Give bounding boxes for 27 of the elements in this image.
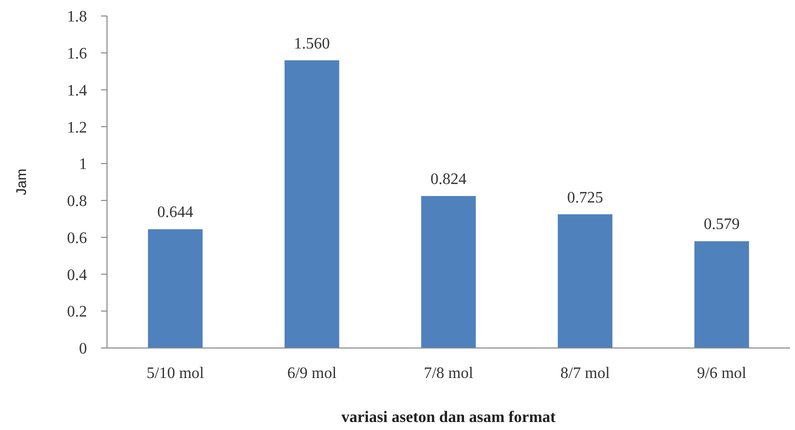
y-tick-label: 0.4	[67, 266, 87, 284]
x-tick-label: 6/9 mol	[287, 365, 338, 382]
x-tick-label: 7/8 mol	[424, 365, 474, 382]
data-label: 1.560	[294, 35, 330, 52]
bar	[558, 214, 612, 348]
y-tick-label: 1	[79, 156, 87, 174]
bar	[284, 60, 340, 348]
y-tick-label: 1.6	[67, 45, 87, 62]
bar	[148, 229, 203, 348]
data-label: 0.725	[567, 189, 604, 206]
y-tick-label: 1.4	[67, 82, 87, 100]
data-label: 0.644	[157, 204, 194, 222]
x-tick-label: 5/10 mol	[146, 365, 205, 382]
data-label: 0.824	[430, 171, 466, 188]
bar	[421, 196, 476, 348]
bar	[694, 241, 750, 348]
y-tick-label: 0.8	[67, 193, 87, 210]
y-tick-label: 1.8	[67, 8, 87, 26]
y-tick-label: 0.6	[67, 230, 87, 247]
x-tick-label: 9/6 mol	[697, 365, 747, 382]
y-tick-label: 0	[79, 340, 87, 358]
y-tick-label: 0.2	[67, 304, 87, 321]
x-tick-label: 8/7 mol	[560, 365, 610, 382]
y-tick-label: 1.2	[67, 119, 87, 136]
y-axis-title: Jam	[13, 168, 29, 196]
x-axis-title: variasi aseton dan asam format	[341, 409, 556, 426]
data-label: 0.579	[704, 216, 740, 234]
